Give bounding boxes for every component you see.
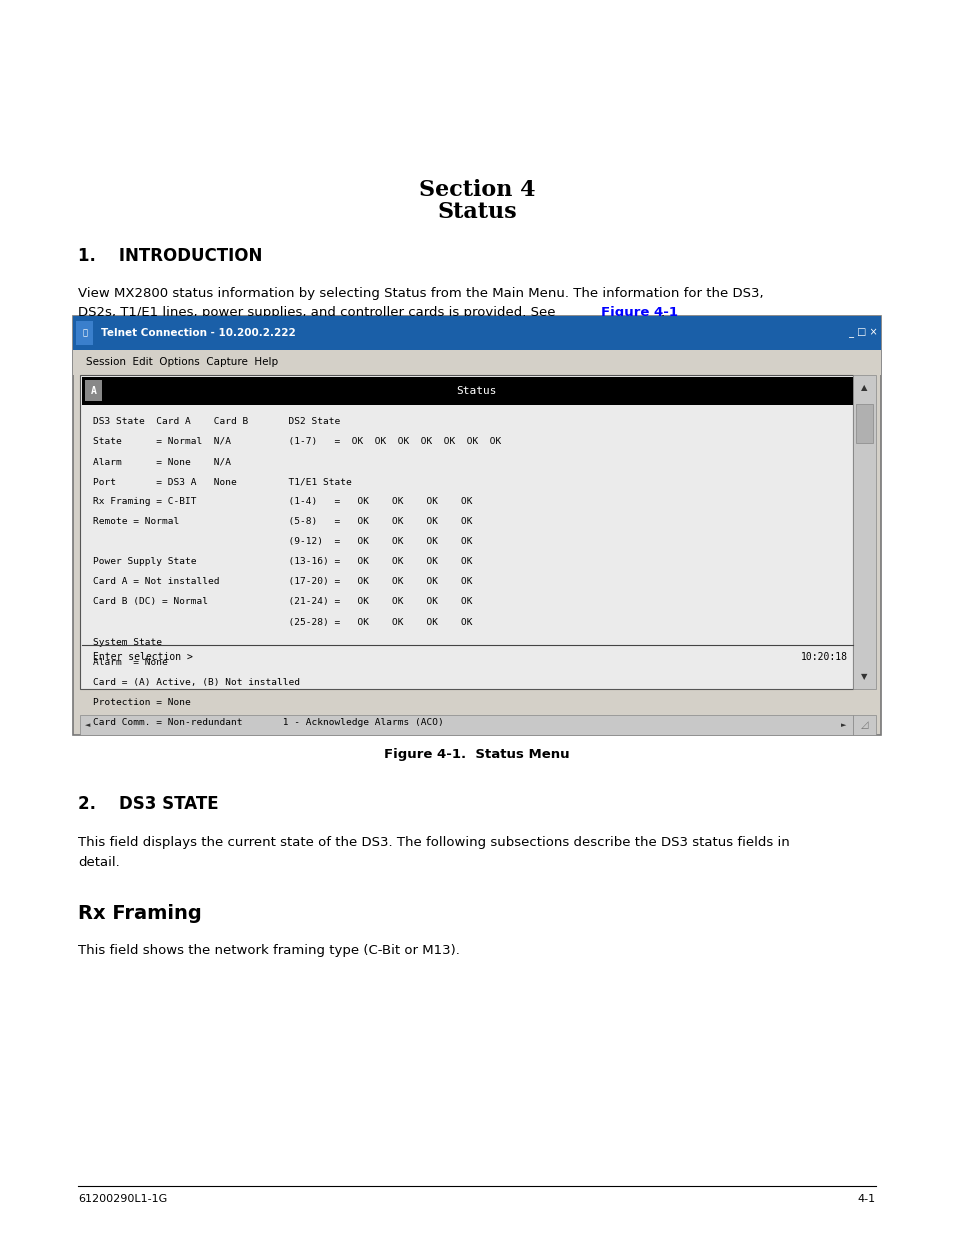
Text: Alarm  = None: Alarm = None [93,657,168,667]
Text: 10:20:18: 10:20:18 [801,652,847,662]
FancyBboxPatch shape [72,316,881,735]
Text: Card = (A) Active, (B) Not installed: Card = (A) Active, (B) Not installed [93,678,300,687]
Text: ▼: ▼ [861,672,866,682]
Text: (25-28) =   OK    OK    OK    OK: (25-28) = OK OK OK OK [93,618,473,626]
Text: Figure 4-1.  Status Menu: Figure 4-1. Status Menu [384,748,569,762]
Text: ◿: ◿ [860,720,867,730]
Text: Rx Framing: Rx Framing [78,904,202,923]
Text: .: . [659,306,663,320]
Text: Figure 4-1: Figure 4-1 [600,306,678,320]
Text: Enter selection >: Enter selection > [93,652,193,662]
FancyBboxPatch shape [855,404,872,443]
Text: DS2s, T1/E1 lines, power supplies, and controller cards is provided. See: DS2s, T1/E1 lines, power supplies, and c… [78,306,559,320]
Text: detail.: detail. [78,856,120,869]
Text: System State: System State [93,637,162,646]
Text: _ □ ×: _ □ × [845,327,877,338]
Text: ⌖: ⌖ [82,329,88,337]
Text: Telnet Connection - 10.200.2.222: Telnet Connection - 10.200.2.222 [101,327,295,338]
Text: State      = Normal  N/A          (1-7)   =  OK  OK  OK  OK  OK  OK  OK: State = Normal N/A (1-7) = OK OK OK OK O… [93,437,501,446]
Text: This field displays the current state of the DS3. The following subsections desc: This field displays the current state of… [78,836,789,850]
Text: Power Supply State                (13-16) =   OK    OK    OK    OK: Power Supply State (13-16) = OK OK OK OK [93,557,473,567]
Text: 61200290L1-1G: 61200290L1-1G [78,1194,168,1204]
Text: Card Comm. = Non-redundant       1 - Acknowledge Alarms (ACO): Card Comm. = Non-redundant 1 - Acknowled… [93,718,444,726]
FancyBboxPatch shape [72,350,881,375]
Text: Section 4: Section 4 [418,179,535,201]
FancyBboxPatch shape [82,377,852,405]
Text: ▲: ▲ [861,383,866,393]
Text: ◄: ◄ [85,722,91,727]
Text: Status: Status [456,385,497,396]
FancyBboxPatch shape [80,375,852,689]
FancyBboxPatch shape [80,715,852,735]
Text: View MX2800 status information by selecting Status from the Main Menu. The infor: View MX2800 status information by select… [78,287,763,300]
Text: Session  Edit  Options  Capture  Help: Session Edit Options Capture Help [86,357,277,368]
Text: Remote = Normal                   (5-8)   =   OK    OK    OK    OK: Remote = Normal (5-8) = OK OK OK OK [93,517,473,526]
Text: (9-12)  =   OK    OK    OK    OK: (9-12) = OK OK OK OK [93,537,473,546]
Text: Port       = DS3 A   None         T1/E1 State: Port = DS3 A None T1/E1 State [93,478,352,487]
Text: Rx Framing = C-BIT                (1-4)   =   OK    OK    OK    OK: Rx Framing = C-BIT (1-4) = OK OK OK OK [93,498,473,506]
Text: 1.    INTRODUCTION: 1. INTRODUCTION [78,247,262,266]
Text: DS3 State  Card A    Card B       DS2 State: DS3 State Card A Card B DS2 State [93,417,340,426]
Text: 4-1: 4-1 [857,1194,875,1204]
FancyBboxPatch shape [76,321,93,345]
Text: Card B (DC) = Normal              (21-24) =   OK    OK    OK    OK: Card B (DC) = Normal (21-24) = OK OK OK … [93,598,473,606]
FancyBboxPatch shape [852,715,875,735]
FancyBboxPatch shape [72,316,881,350]
FancyBboxPatch shape [852,375,875,689]
Text: 2.    DS3 STATE: 2. DS3 STATE [78,795,218,814]
Text: Alarm      = None    N/A: Alarm = None N/A [93,457,232,467]
FancyBboxPatch shape [85,380,102,401]
Text: Status: Status [436,201,517,224]
Text: A: A [91,385,96,396]
Text: This field shows the network framing type (C-Bit or M13).: This field shows the network framing typ… [78,944,459,957]
Text: ►: ► [840,722,845,727]
Text: Card A = Not installed            (17-20) =   OK    OK    OK    OK: Card A = Not installed (17-20) = OK OK O… [93,578,473,587]
Text: Protection = None: Protection = None [93,698,191,706]
